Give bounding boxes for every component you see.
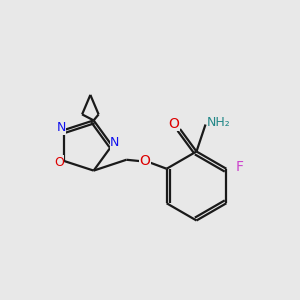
Text: O: O (168, 117, 179, 130)
Text: NH₂: NH₂ (207, 116, 231, 129)
Text: N: N (110, 136, 120, 149)
Text: F: F (236, 160, 244, 174)
Text: O: O (54, 156, 64, 169)
Text: O: O (140, 154, 151, 168)
Text: N: N (56, 121, 66, 134)
